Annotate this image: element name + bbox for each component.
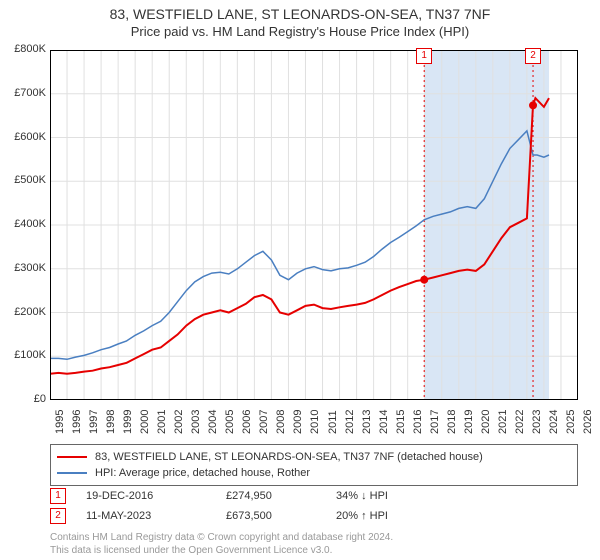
x-tick-label: 2005 (224, 410, 236, 434)
y-tick-label: £800K (0, 43, 46, 55)
chart-title-block: 83, WESTFIELD LANE, ST LEONARDS-ON-SEA, … (0, 6, 600, 39)
x-tick-label: 2013 (361, 410, 373, 434)
footer: Contains HM Land Registry data © Crown c… (50, 532, 590, 557)
sale-price-2: £673,500 (226, 510, 336, 522)
x-tick-label: 2023 (531, 410, 543, 434)
chart-svg (50, 50, 578, 400)
legend-item-hpi: HPI: Average price, detached house, Roth… (57, 465, 571, 481)
event-marker-1: 1 (416, 48, 432, 64)
x-tick-label: 2008 (275, 410, 287, 434)
x-tick-label: 2014 (378, 410, 390, 434)
x-tick-label: 1996 (71, 410, 83, 434)
x-tick-label: 2000 (139, 410, 151, 434)
sale-marker-1: 1 (50, 488, 66, 504)
sale-row-2: 2 11-MAY-2023 £673,500 20% ↑ HPI (50, 506, 578, 526)
legend: 83, WESTFIELD LANE, ST LEONARDS-ON-SEA, … (50, 444, 578, 486)
y-tick-label: £100K (0, 349, 46, 361)
title-line-1: 83, WESTFIELD LANE, ST LEONARDS-ON-SEA, … (0, 6, 600, 22)
plot-area (50, 50, 578, 400)
x-tick-label: 2010 (309, 410, 321, 434)
x-tick-label: 2015 (395, 410, 407, 434)
y-tick-label: £200K (0, 306, 46, 318)
legend-swatch-property (57, 456, 87, 458)
x-tick-label: 2004 (207, 410, 219, 434)
x-tick-label: 2017 (429, 410, 441, 434)
x-tick-label: 2016 (412, 410, 424, 434)
sale-row-1: 1 19-DEC-2016 £274,950 34% ↓ HPI (50, 486, 578, 506)
y-tick-label: £0 (0, 393, 46, 405)
x-tick-label: 2018 (446, 410, 458, 434)
x-tick-label: 1995 (54, 410, 66, 434)
x-tick-label: 2021 (497, 410, 509, 434)
x-tick-label: 2009 (292, 410, 304, 434)
x-tick-label: 2007 (258, 410, 270, 434)
x-tick-label: 2024 (548, 410, 560, 434)
x-tick-label: 1999 (122, 410, 134, 434)
x-tick-label: 2025 (565, 410, 577, 434)
x-tick-label: 2006 (241, 410, 253, 434)
x-tick-label: 2003 (190, 410, 202, 434)
x-tick-label: 2011 (327, 410, 339, 434)
sale-marker-2: 2 (50, 508, 66, 524)
x-tick-label: 2012 (344, 410, 356, 434)
title-line-2: Price paid vs. HM Land Registry's House … (0, 24, 600, 39)
event-marker-2: 2 (525, 48, 541, 64)
legend-item-property: 83, WESTFIELD LANE, ST LEONARDS-ON-SEA, … (57, 449, 571, 465)
y-tick-label: £600K (0, 131, 46, 143)
legend-label-hpi: HPI: Average price, detached house, Roth… (95, 467, 310, 479)
sale-delta-1: 34% ↓ HPI (336, 490, 446, 502)
footer-line-1: Contains HM Land Registry data © Crown c… (50, 532, 590, 545)
sale-delta-2: 20% ↑ HPI (336, 510, 446, 522)
x-tick-label: 2001 (156, 410, 168, 434)
x-tick-label: 2020 (480, 410, 492, 434)
sales-table: 1 19-DEC-2016 £274,950 34% ↓ HPI 2 11-MA… (50, 486, 578, 526)
sale-date-1: 19-DEC-2016 (86, 490, 226, 502)
legend-swatch-hpi (57, 472, 87, 474)
x-tick-label: 1998 (105, 410, 117, 434)
y-tick-label: £700K (0, 87, 46, 99)
y-tick-label: £400K (0, 218, 46, 230)
x-tick-label: 1997 (88, 410, 100, 434)
x-tick-label: 2002 (173, 410, 185, 434)
x-tick-label: 2022 (514, 410, 526, 434)
sale-price-1: £274,950 (226, 490, 336, 502)
x-tick-label: 2019 (463, 410, 475, 434)
y-tick-label: £500K (0, 174, 46, 186)
sale-date-2: 11-MAY-2023 (86, 510, 226, 522)
legend-label-property: 83, WESTFIELD LANE, ST LEONARDS-ON-SEA, … (95, 451, 483, 463)
y-tick-label: £300K (0, 262, 46, 274)
footer-line-2: This data is licensed under the Open Gov… (50, 545, 590, 558)
x-tick-label: 2026 (582, 410, 594, 434)
